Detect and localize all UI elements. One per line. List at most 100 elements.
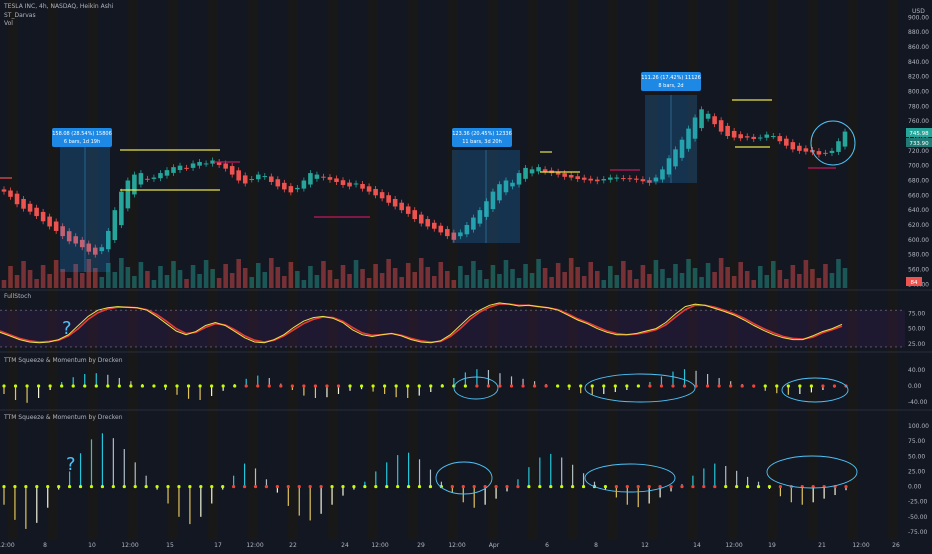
ttm1-squeeze-dot xyxy=(348,384,352,388)
volume-bar xyxy=(816,278,822,288)
ttm2-tick-label: -25.00 xyxy=(908,499,928,506)
candle-body xyxy=(425,219,431,227)
last-price-sub-tag xyxy=(906,138,932,147)
candle-body xyxy=(725,125,730,137)
session-band xyxy=(48,0,58,540)
candle-body xyxy=(797,145,802,151)
candle-body xyxy=(471,217,476,230)
volume-bar xyxy=(79,273,85,288)
volume-bar xyxy=(386,259,391,288)
ttm1-squeeze-dot xyxy=(682,384,687,388)
session-band xyxy=(728,0,738,540)
volume-bar xyxy=(138,262,144,288)
ttm1-squeeze-dot xyxy=(37,384,41,388)
volume-bar xyxy=(810,269,815,288)
ttm1-squeeze-dot xyxy=(94,384,98,388)
volume-bar xyxy=(757,266,763,288)
volume-bar xyxy=(347,274,352,288)
indicator-darvas-label[interactable]: ST_Darvas xyxy=(4,12,36,19)
ttm1-squeeze-dot xyxy=(152,384,156,388)
candle-body xyxy=(373,188,378,196)
ttm2-squeeze-dot xyxy=(636,484,640,489)
candle-body xyxy=(673,149,678,167)
ttm1-squeeze-dot xyxy=(763,384,767,388)
ttm1-squeeze-dot xyxy=(394,384,398,388)
volume-tag-label: 84 xyxy=(911,280,918,286)
time-tick-label: 10 xyxy=(88,542,96,549)
time-tick-label: 17 xyxy=(214,542,222,549)
ttm2-tick-label: 100.00 xyxy=(908,423,929,430)
volume-bar xyxy=(269,258,274,288)
volume-bar xyxy=(405,263,411,288)
ttm1-squeeze-dot xyxy=(671,384,675,388)
ttm1-squeeze-dot xyxy=(521,384,525,388)
candle-body xyxy=(53,221,59,231)
annotation-circle xyxy=(435,461,493,495)
candle-body xyxy=(484,201,489,217)
session-band xyxy=(248,0,258,540)
volume-bar xyxy=(177,270,183,288)
volume-bar xyxy=(451,280,457,288)
stoch-pane-title[interactable]: FullStoch xyxy=(4,293,32,300)
session-band xyxy=(208,0,218,540)
ttm2-tick-label: 0.00 xyxy=(908,484,922,491)
ttm1-tick-label: 0.00 xyxy=(908,383,922,390)
symbol-title[interactable]: TESLA INC, 4h, NASDAQ, Heikin Ashi xyxy=(4,3,114,10)
candle-body xyxy=(216,162,222,165)
candle-body xyxy=(608,177,613,180)
volume-bar xyxy=(66,278,72,288)
ttm1-squeeze-dot xyxy=(625,384,629,388)
candle-body xyxy=(197,161,202,166)
candle-body xyxy=(236,170,241,181)
candle-body xyxy=(405,206,411,214)
candle-body xyxy=(340,180,346,185)
volume-bar xyxy=(197,274,202,288)
ttm1-squeeze-dot xyxy=(359,384,364,388)
candle-body xyxy=(158,173,163,179)
candle-body xyxy=(327,177,333,180)
ttm2-squeeze-dot xyxy=(658,484,662,489)
volume-bar xyxy=(1,280,7,288)
ttm1-pane-title[interactable]: TTM Squeeze & Momentum by Drecken xyxy=(4,357,123,364)
session-band xyxy=(88,0,98,540)
volume-bar xyxy=(314,275,320,288)
darvas-tag xyxy=(452,128,512,147)
volume-bar xyxy=(412,272,418,288)
candle-body xyxy=(79,239,85,248)
volume-bar xyxy=(223,264,228,288)
ttm2-pane-title[interactable]: TTM Squeeze & Momentum by Drecken xyxy=(4,414,123,421)
session-band xyxy=(368,0,378,540)
ttm1-squeeze-dot xyxy=(475,384,479,388)
price-tick-label: 820.00 xyxy=(908,74,929,81)
ttm1-squeeze-dot xyxy=(267,384,271,388)
candle-body xyxy=(594,179,600,182)
session-band xyxy=(688,0,698,540)
candle-body xyxy=(269,176,274,182)
ttm1-squeeze-dot xyxy=(25,384,29,388)
candle-body xyxy=(438,225,444,233)
indicator-vol-label[interactable]: Vol xyxy=(4,20,13,27)
ttm1-squeeze-dot xyxy=(775,384,779,388)
ttm1-squeeze-dot xyxy=(429,384,433,388)
volume-bar xyxy=(503,260,509,288)
time-tick-label: 12:00 xyxy=(371,542,388,549)
ttm2-squeeze-dot xyxy=(319,484,323,489)
session-band xyxy=(328,0,338,540)
ttm2-squeeze-dot xyxy=(560,484,564,489)
volume-bar xyxy=(601,280,607,288)
ttm2-squeeze-dot xyxy=(745,484,750,489)
annotation-question: ? xyxy=(62,318,72,339)
candle-body xyxy=(132,174,137,195)
volume-bar xyxy=(653,260,659,288)
ttm2-squeeze-dot xyxy=(735,484,739,489)
time-tick-label: 24 xyxy=(341,542,349,549)
ttm2-squeeze-dot xyxy=(155,484,159,489)
ttm2-squeeze-dot xyxy=(713,484,717,489)
stoch-fast-line xyxy=(0,302,843,344)
candle-body xyxy=(14,193,20,205)
time-tick-label: 6 xyxy=(545,542,549,549)
candle-body xyxy=(66,231,72,242)
candle-body xyxy=(588,178,594,181)
volume-bar xyxy=(516,278,522,288)
